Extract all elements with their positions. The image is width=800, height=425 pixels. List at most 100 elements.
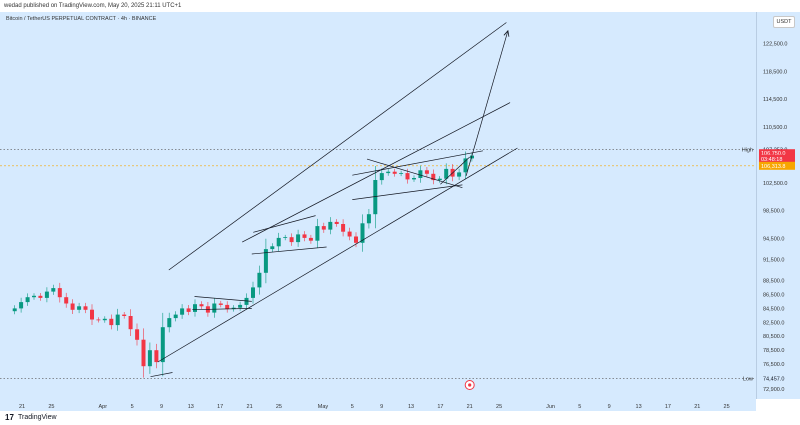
candle-body — [12, 308, 17, 312]
time-tick-label: 21 — [694, 404, 700, 410]
price-tick-label: 102,500.0 — [763, 181, 787, 187]
time-tick-label: 17 — [437, 404, 443, 410]
candle-body — [96, 319, 101, 321]
candle-body — [457, 172, 462, 177]
candle-body — [180, 308, 185, 315]
candle-body — [257, 272, 262, 288]
time-tick-label: Apr — [99, 404, 108, 410]
candle-body — [386, 171, 391, 174]
time-tick-label: 25 — [276, 404, 282, 410]
candle-body — [57, 288, 62, 298]
price-tick-label: 76,500.0 — [763, 362, 784, 368]
candle-body — [231, 307, 236, 310]
price-label-box — [759, 149, 795, 158]
price-tick-label: 114,500.0 — [763, 97, 787, 103]
candle-body — [141, 339, 146, 367]
price-label-box — [759, 161, 795, 170]
price-axis[interactable]: 122,500.0 118,500.0 114,500.0 110,500.0 102,… — [756, 12, 800, 399]
symbol-legend: Bitcoin / TetherUS PERPETUAL CONTRACT · … — [6, 16, 157, 22]
price-tick-label: 118,500.0 — [763, 69, 787, 75]
candle-body — [341, 224, 346, 232]
candle-body — [412, 178, 416, 180]
candle-body — [193, 304, 197, 312]
time-tick-label: 9 — [608, 404, 611, 410]
time-axis[interactable]: 21 25 Apr 5 9 13 17 21 25 May 5 9 13 17 21 25 Jun 5 9 13 17 2… — [0, 399, 756, 411]
price-tick-label: 88,500.0 — [763, 279, 784, 285]
candle-body — [444, 168, 449, 179]
price-tick-label: 80,500.0 — [763, 334, 784, 340]
time-tick-label: 21 — [19, 404, 25, 410]
candle-body — [167, 318, 172, 328]
trend-line-mid-channel-upper — [242, 102, 511, 243]
candle-body — [25, 297, 30, 303]
candle-body — [289, 237, 294, 243]
time-tick-label: 17 — [217, 404, 223, 410]
candle-body — [44, 291, 49, 298]
trend-line-flag3-bottom — [352, 184, 463, 200]
candle-body — [270, 246, 275, 250]
projection-arrowhead-icon — [503, 29, 510, 37]
candle-body — [463, 158, 468, 173]
candle-body — [373, 180, 378, 215]
candle-body — [315, 226, 320, 241]
candle-body — [64, 297, 69, 304]
time-tick-label: 13 — [636, 404, 642, 410]
trend-line-flag2-top — [253, 215, 316, 233]
candle-body — [238, 304, 243, 308]
price-tick-label: 122,500.0 — [763, 41, 787, 47]
time-tick-label: 25 — [496, 404, 502, 410]
time-tick-label: 21 — [467, 404, 473, 410]
candle-body — [122, 314, 127, 316]
price-tick-label: 78,500.0 — [763, 348, 784, 354]
price-tick-label: 82,500.0 — [763, 320, 784, 326]
candle-body — [83, 306, 88, 310]
candle-body — [328, 221, 333, 230]
time-tick-label: 25 — [48, 404, 54, 410]
time-tick-label: 5 — [131, 404, 134, 410]
candle-body — [102, 318, 107, 321]
candle-body — [115, 314, 120, 326]
currency-button[interactable]: USDT — [773, 16, 795, 28]
time-tick-label: 5 — [578, 404, 581, 410]
price-chart-svg: High Low — [0, 22, 756, 390]
candle-body — [135, 329, 140, 340]
candle-body — [160, 327, 165, 363]
candle-body — [296, 234, 301, 243]
candle-body — [128, 316, 133, 330]
candle-body — [354, 236, 358, 243]
time-tick-label: 21 — [247, 404, 253, 410]
candle-body — [244, 297, 249, 305]
candle-body — [366, 214, 371, 224]
tradingview-brand[interactable]: TradingView — [18, 414, 57, 421]
candle-body — [334, 221, 339, 224]
price-axis-svg: 122,500.0 118,500.0 114,500.0 110,500.0 102,… — [759, 41, 795, 393]
candle-body — [302, 234, 307, 238]
candle-body — [186, 308, 191, 312]
marker-low-value: 74,457.0 — [763, 376, 784, 382]
price-tick-label: 91,500.0 — [763, 258, 784, 264]
time-tick-label: 13 — [188, 404, 194, 410]
candle-body — [251, 287, 255, 298]
price-plot-area[interactable]: High Low Bitcoin / TetherUS PERPETUAL CON… — [0, 12, 756, 399]
candle-body — [199, 304, 204, 307]
time-tick-label: 9 — [160, 404, 163, 410]
candle-body — [321, 226, 326, 230]
time-axis-svg: 21 25 Apr 5 9 13 17 21 25 May 5 9 13 17 21 25 Jun 5 9 13 17 2… — [19, 404, 730, 410]
price-label-text: 106,313.8 — [761, 164, 785, 170]
candle-body — [470, 155, 474, 159]
price-tick-label: 110,500.0 — [763, 125, 787, 131]
trend-line-outer-channel-upper — [168, 22, 507, 271]
candle-body — [154, 350, 159, 363]
time-tick-label: 25 — [724, 404, 730, 410]
candle-body — [70, 303, 75, 310]
candle-body — [405, 173, 410, 180]
marker-low-label: Low — [743, 376, 753, 382]
candle-body — [218, 303, 223, 305]
candle-body — [38, 295, 43, 298]
time-tick-label: May — [318, 404, 329, 410]
price-label-text: 03:48:18 — [761, 157, 782, 163]
trend-line-flag1-top — [194, 296, 252, 302]
tradingview-logo-icon: 17 — [5, 413, 14, 422]
publisher-bar: wedad published on TradingView.com, May … — [0, 0, 800, 12]
